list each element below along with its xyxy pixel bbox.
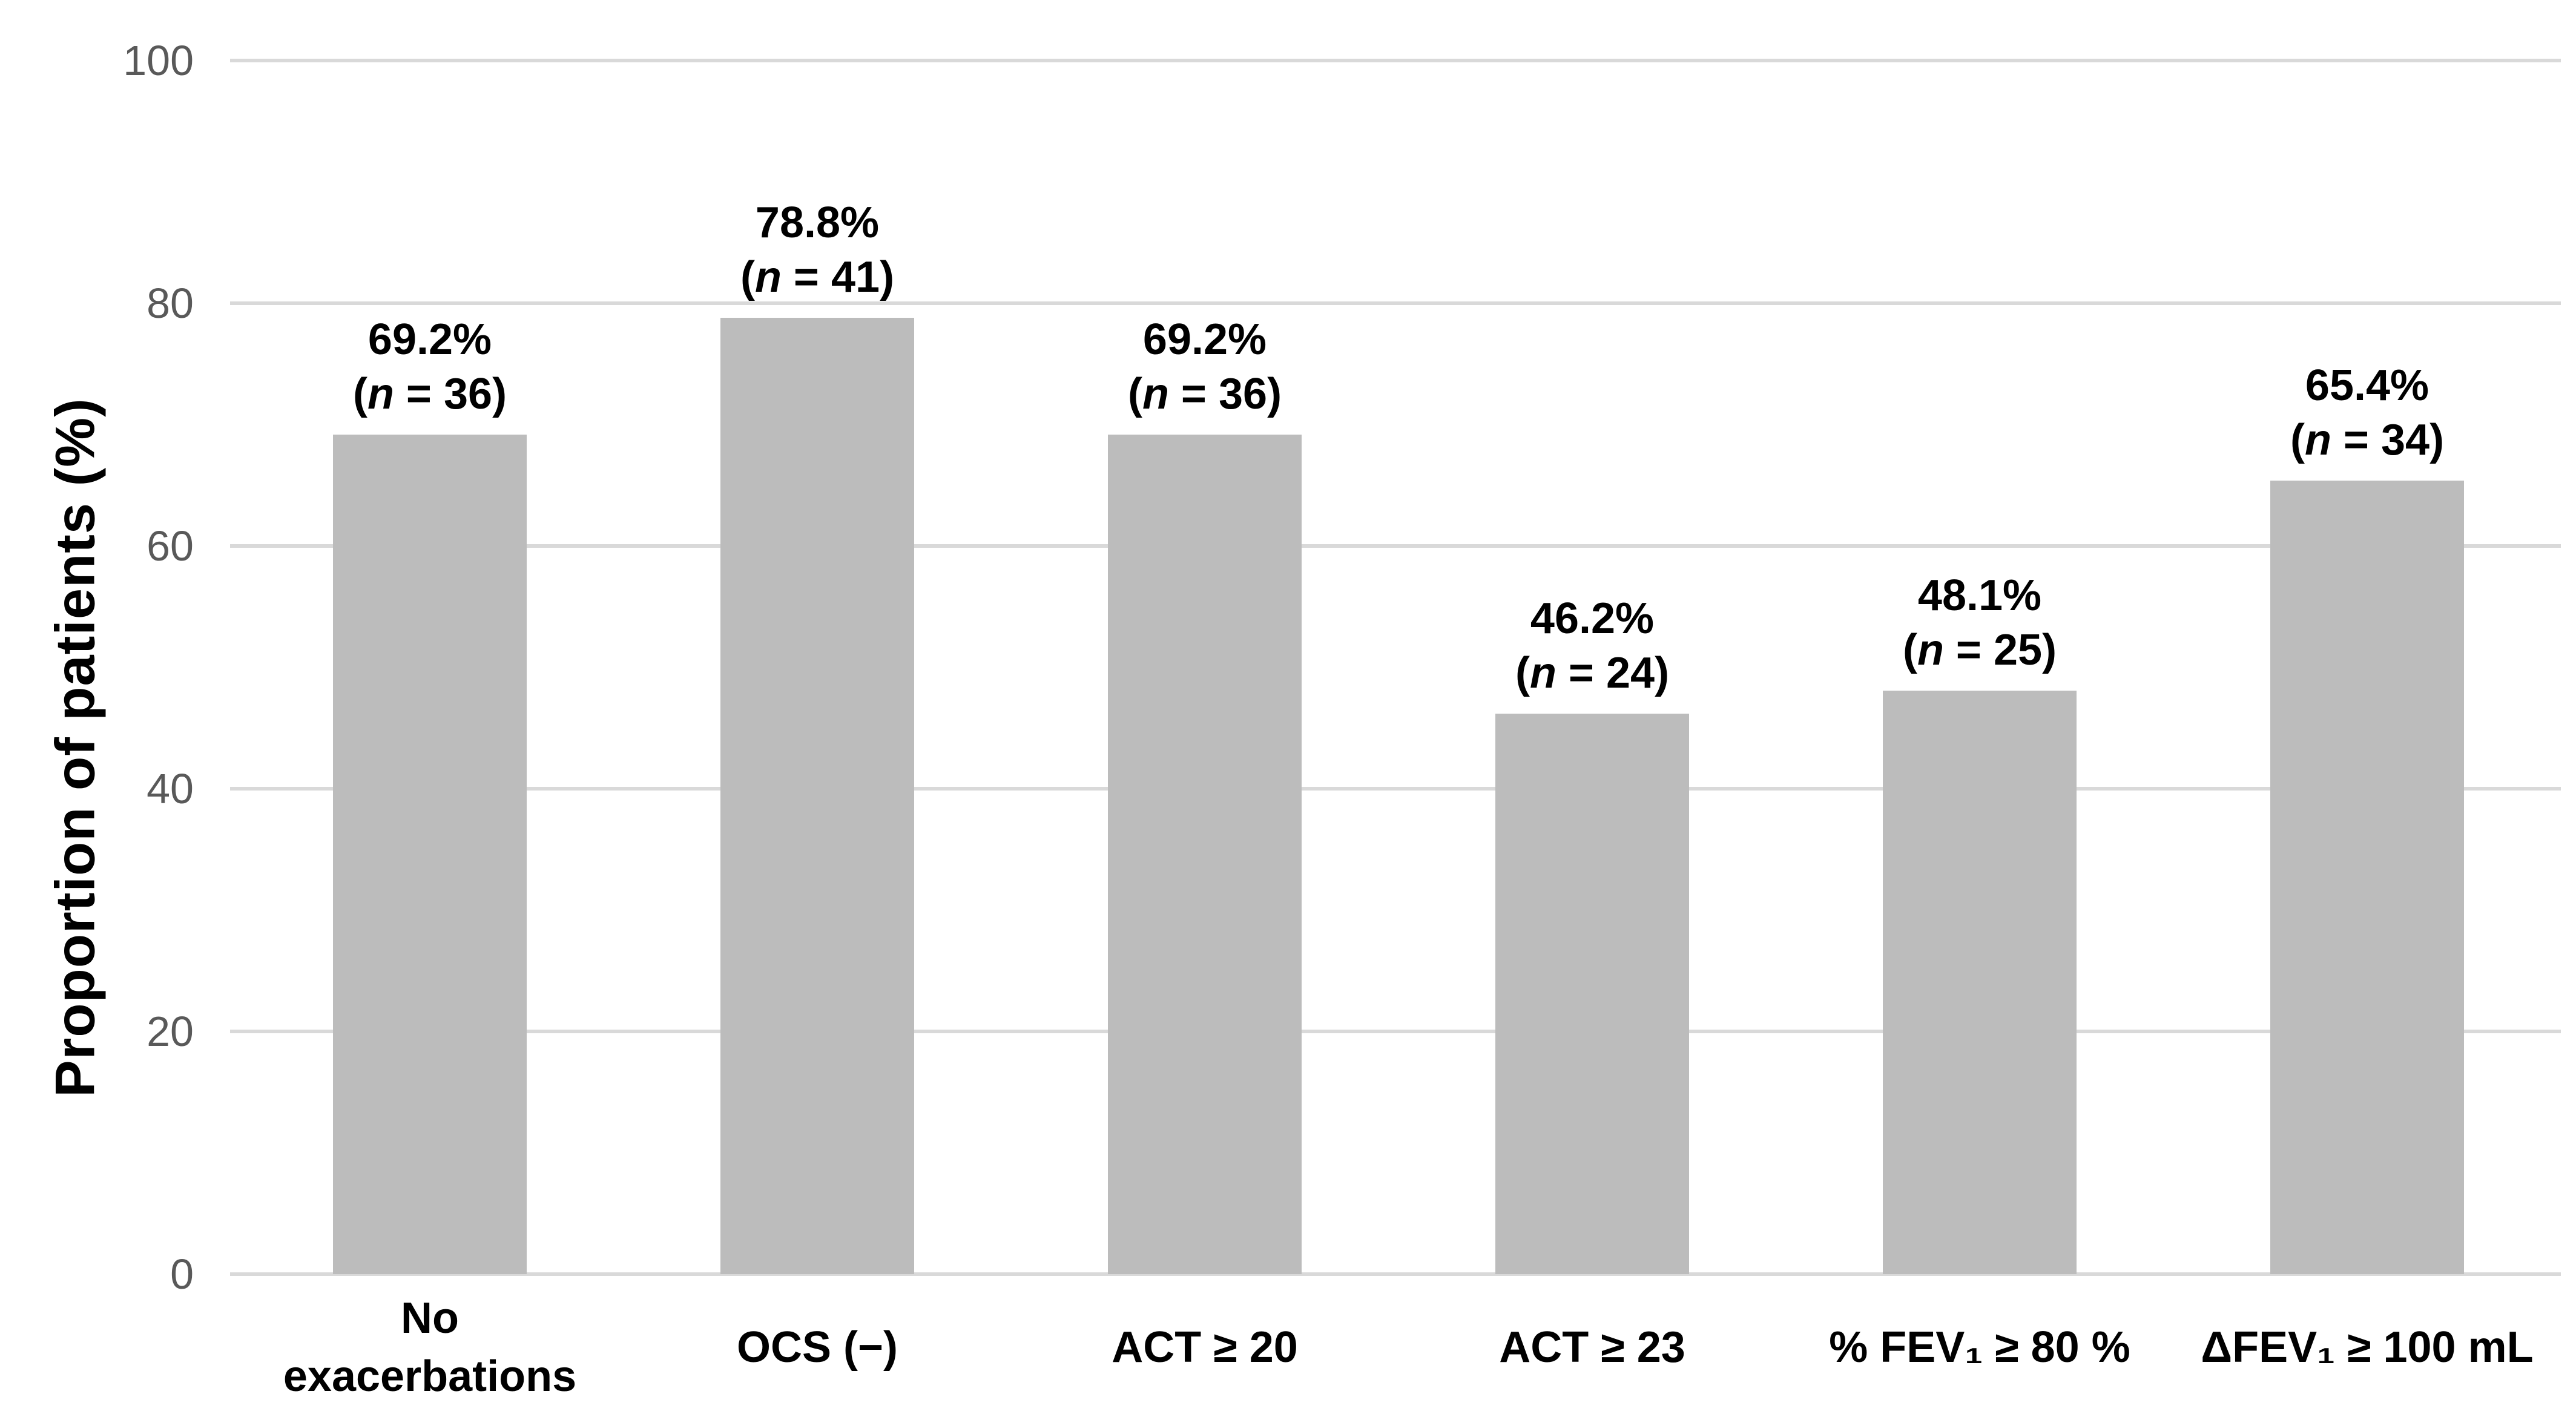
n-count: (n = 36) bbox=[1011, 367, 1398, 421]
x-category-label: ΔFEV₁ ≥ 100 mL bbox=[2201, 1323, 2534, 1372]
n-open-paren: ( bbox=[2290, 415, 2305, 464]
n-symbol: n bbox=[1142, 369, 1169, 418]
plot-area: 69.2% (n = 36) 78.8% (n = 41) 69.2% (n =… bbox=[230, 59, 2561, 1276]
n-value: = 36) bbox=[394, 369, 507, 418]
n-value: = 24) bbox=[1556, 648, 1670, 697]
bar bbox=[2270, 480, 2464, 1274]
n-count: (n = 36) bbox=[236, 367, 624, 421]
n-count: (n = 24) bbox=[1398, 646, 1786, 700]
n-symbol: n bbox=[754, 253, 782, 302]
n-count: (n = 25) bbox=[1786, 623, 2173, 677]
n-open-paren: ( bbox=[1902, 625, 1917, 674]
x-category-label: % FEV₁ ≥ 80 % bbox=[1829, 1323, 2130, 1372]
y-gridline bbox=[230, 544, 2561, 548]
x-category-label: No exacerbations bbox=[283, 1294, 577, 1401]
y-tick-label: 80 bbox=[147, 280, 194, 327]
x-category-label: ACT ≥ 20 bbox=[1112, 1323, 1298, 1372]
n-value: = 41) bbox=[781, 253, 895, 302]
percent-value: 78.8% bbox=[755, 199, 880, 248]
percent-value: 46.2% bbox=[1530, 594, 1655, 643]
y-axis-title: Proportion of patients (%) bbox=[44, 398, 107, 1097]
n-symbol: n bbox=[2304, 415, 2331, 464]
n-open-paren: ( bbox=[1127, 369, 1142, 418]
y-tick-label: 20 bbox=[147, 1008, 194, 1055]
bar bbox=[1495, 713, 1689, 1274]
percent-value: 65.4% bbox=[2305, 361, 2429, 410]
bar-value-label: 69.2% (n = 36) bbox=[236, 312, 624, 421]
bar bbox=[333, 434, 527, 1274]
n-value: = 36) bbox=[1168, 369, 1282, 418]
x-category-label: ACT ≥ 23 bbox=[1499, 1323, 1685, 1372]
n-open-paren: ( bbox=[740, 253, 755, 302]
x-category-label: OCS (−) bbox=[736, 1323, 898, 1372]
bar-value-label: 46.2% (n = 24) bbox=[1398, 591, 1786, 700]
n-symbol: n bbox=[1529, 648, 1556, 697]
n-symbol: n bbox=[1917, 625, 1944, 674]
y-gridline bbox=[230, 59, 2561, 62]
bar-value-label: 78.8% (n = 41) bbox=[624, 196, 1011, 304]
y-gridline bbox=[230, 787, 2561, 791]
n-value: = 34) bbox=[2331, 415, 2445, 464]
bar-value-label: 48.1% (n = 25) bbox=[1786, 568, 2173, 677]
x-axis-baseline bbox=[230, 1272, 2561, 1276]
bar bbox=[720, 318, 914, 1274]
n-open-paren: ( bbox=[1515, 648, 1530, 697]
n-open-paren: ( bbox=[352, 369, 367, 418]
n-count: (n = 41) bbox=[624, 250, 1011, 304]
n-symbol: n bbox=[367, 369, 394, 418]
y-tick-label: 100 bbox=[123, 37, 194, 84]
bar-value-label: 69.2% (n = 36) bbox=[1011, 312, 1398, 421]
bar bbox=[1108, 434, 1302, 1274]
y-gridline bbox=[230, 1030, 2561, 1033]
percent-value: 69.2% bbox=[367, 315, 492, 364]
n-count: (n = 34) bbox=[2173, 413, 2561, 467]
y-tick-label: 0 bbox=[170, 1251, 194, 1298]
n-value: = 25) bbox=[1943, 625, 2057, 674]
y-gridline bbox=[230, 301, 2561, 305]
bar-value-label: 65.4% (n = 34) bbox=[2173, 358, 2561, 467]
y-tick-label: 40 bbox=[147, 765, 194, 812]
percent-value: 69.2% bbox=[1142, 315, 1267, 364]
y-tick-label: 60 bbox=[147, 522, 194, 570]
bar bbox=[1883, 690, 2077, 1274]
percent-value: 48.1% bbox=[1917, 571, 2042, 620]
